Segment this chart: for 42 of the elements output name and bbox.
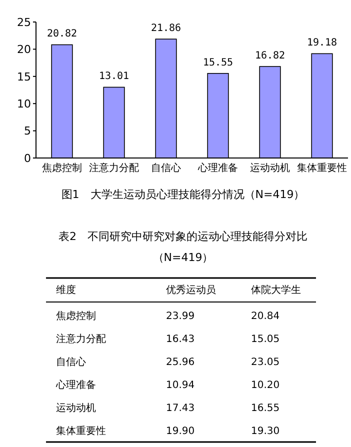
category-label: 焦虑控制 [56, 310, 96, 322]
data-label: 23.05 [251, 357, 280, 368]
x-tick-label: 自信心 [151, 162, 181, 174]
y-tick-label: 5 [24, 124, 31, 138]
text: 图1 大学生运动员心理技能得分情况（N=419） [61, 188, 305, 201]
text: 表2 不同研究中研究对象的运动心理技能得分对比 [58, 230, 308, 243]
x-tick-label: 心理准备 [197, 162, 238, 174]
data-label: 19.30 [251, 426, 280, 437]
y-tick-label: 25 [17, 16, 31, 29]
category-label: 集体重要性 [56, 425, 106, 437]
data-label: 25.96 [166, 357, 195, 368]
text: 优秀运动员 [166, 284, 216, 296]
data-label: 20.82 [46, 28, 78, 40]
data-label: 10.20 [251, 380, 280, 391]
x-tick-label: 焦虑控制 [42, 162, 82, 174]
y-tick-label: 0 [24, 152, 31, 165]
data-label: 16.55 [251, 403, 280, 414]
text: （N=419） [152, 251, 214, 264]
data-label: 20.84 [251, 311, 280, 322]
text: 体院大学生 [251, 284, 301, 296]
category-label: 心理准备 [55, 379, 96, 391]
category-label: 自信心 [56, 356, 86, 368]
x-tick-label: 注意力分配 [89, 162, 139, 174]
x-tick-label: 集体重要性 [297, 162, 347, 174]
data-label: 10.94 [166, 380, 195, 391]
category-label: 注意力分配 [56, 333, 106, 345]
data-label: 13.01 [98, 71, 130, 82]
data-label: 23.99 [166, 311, 195, 322]
data-label: 19.90 [166, 426, 195, 437]
data-label: 17.43 [166, 403, 195, 414]
x-tick-label: 运动动机 [250, 162, 290, 174]
category-label: 运动动机 [56, 402, 96, 414]
data-label: 15.55 [202, 57, 234, 68]
y-tick-label: 20 [17, 43, 31, 56]
data-label: 19.18 [306, 38, 338, 49]
data-label: 16.43 [166, 334, 195, 345]
data-label: 15.05 [251, 334, 280, 345]
text: 维度 [56, 284, 76, 296]
y-tick-label: 10 [17, 97, 31, 110]
data-label: 21.86 [150, 23, 182, 34]
y-tick-label: 15 [17, 70, 31, 84]
data-label: 16.82 [254, 50, 286, 62]
